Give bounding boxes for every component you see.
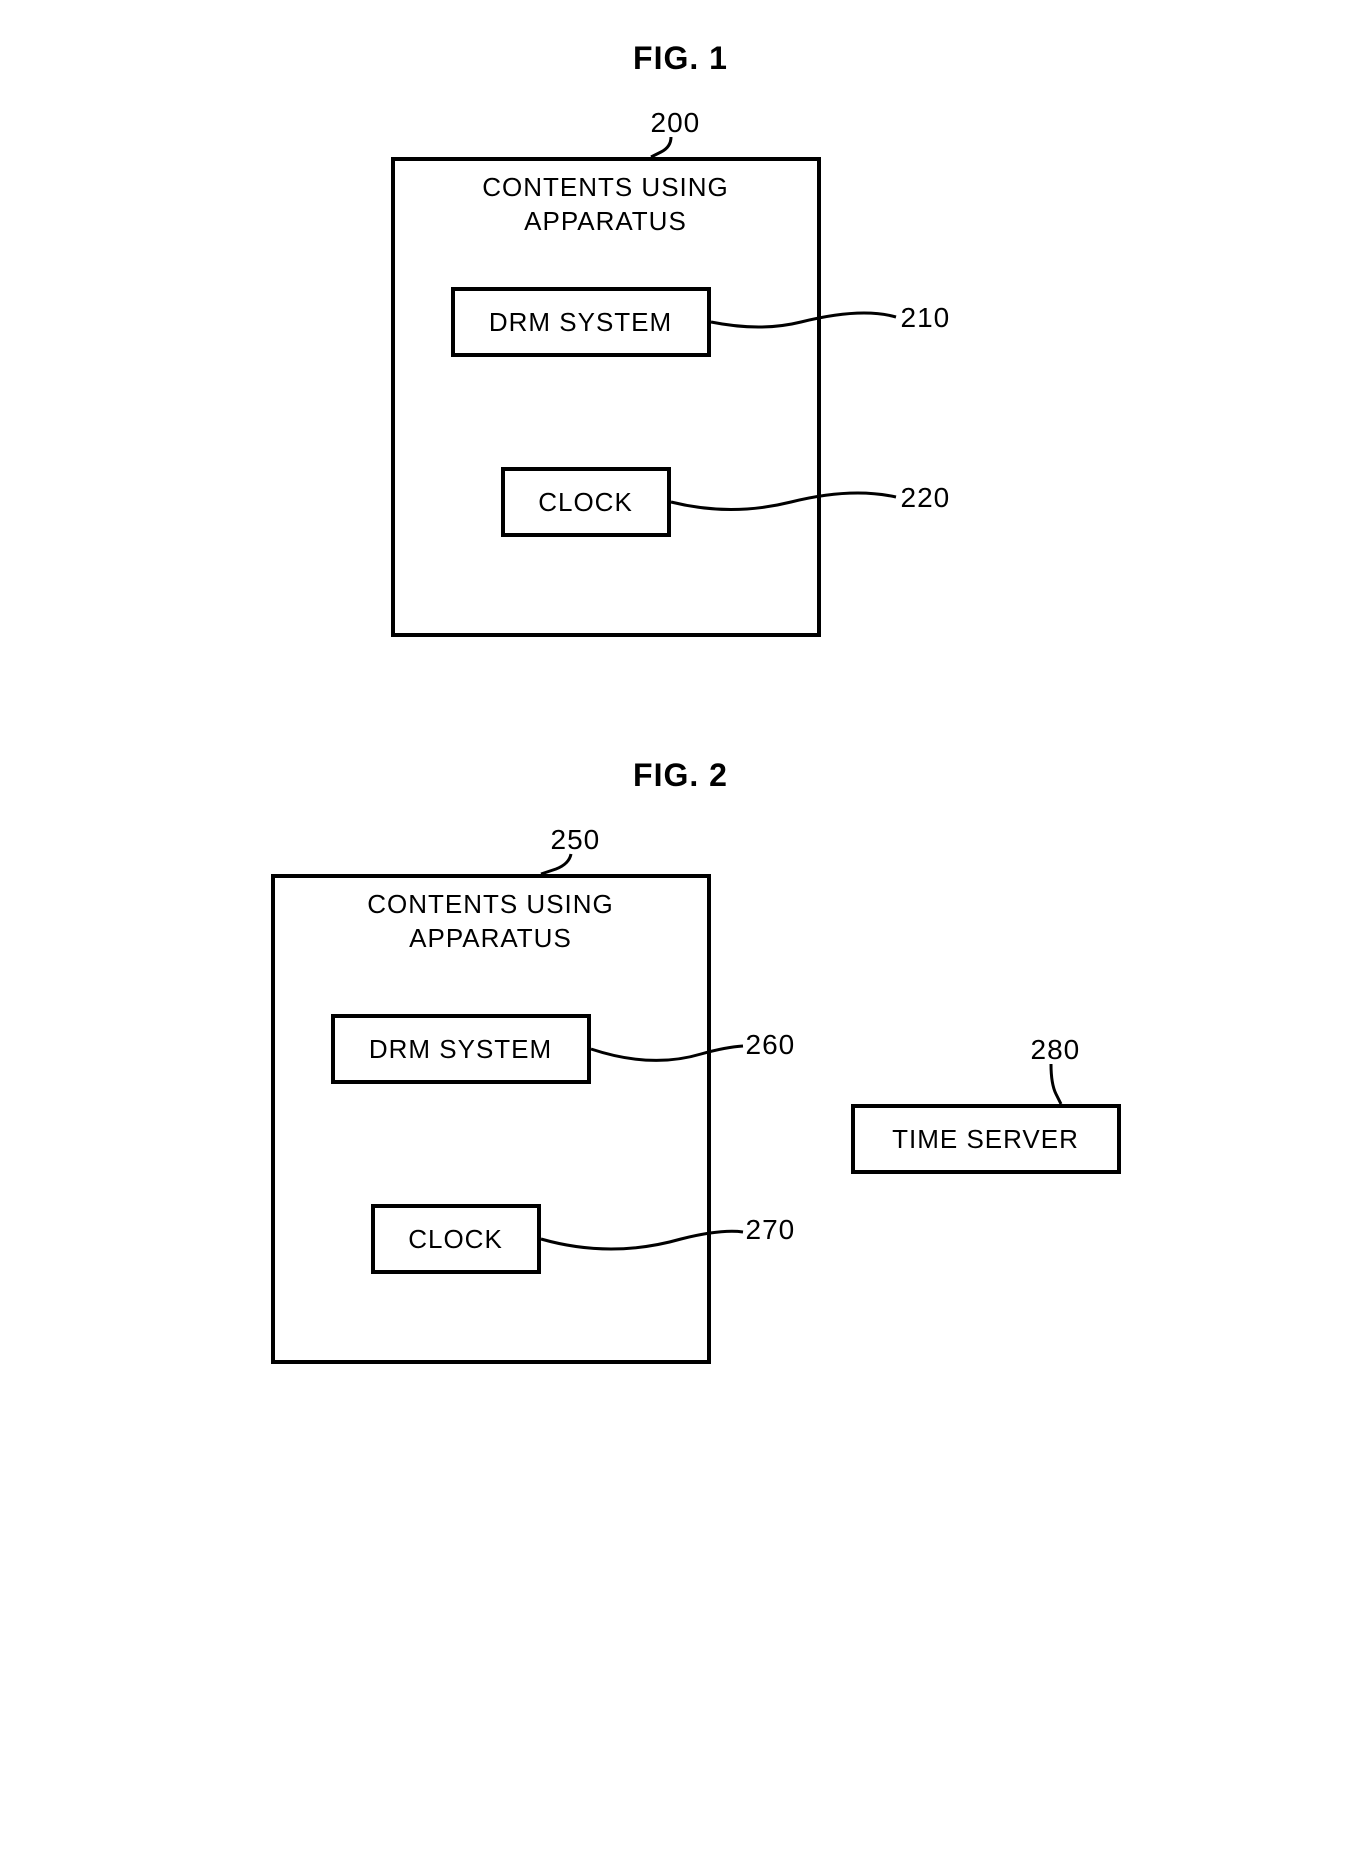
figure-2-title: FIG. 2 [181, 757, 1181, 794]
fig1-clock-label: CLOCK [538, 487, 633, 518]
fig2-time-server-label: TIME SERVER [892, 1124, 1079, 1155]
figure-2-diagram: CONTENTS USING APPARATUS DRM SYSTEM CLOC… [181, 814, 1181, 1434]
fig2-ref-260: 260 [746, 1029, 796, 1061]
fig2-time-server-box: TIME SERVER [851, 1104, 1121, 1174]
fig2-ref-280: 280 [1031, 1034, 1081, 1066]
fig1-ref-220: 220 [901, 482, 951, 514]
fig2-outer-title: CONTENTS USING APPARATUS [275, 878, 707, 956]
fig2-outer-title-line2: APPARATUS [409, 923, 572, 953]
fig1-clock-box: CLOCK [501, 467, 671, 537]
fig2-drm-system-box: DRM SYSTEM [331, 1014, 591, 1084]
fig2-drm-system-label: DRM SYSTEM [369, 1034, 552, 1065]
fig2-clock-label: CLOCK [408, 1224, 503, 1255]
fig1-outer-title: CONTENTS USING APPARATUS [395, 161, 817, 239]
fig1-outer-title-line1: CONTENTS USING [482, 172, 729, 202]
fig1-outer-title-line2: APPARATUS [524, 206, 687, 236]
fig1-outer-box: CONTENTS USING APPARATUS [391, 157, 821, 637]
fig2-outer-box: CONTENTS USING APPARATUS [271, 874, 711, 1364]
figure-1-diagram: CONTENTS USING APPARATUS DRM SYSTEM CLOC… [181, 97, 1181, 697]
figure-1-title: FIG. 1 [181, 40, 1181, 77]
fig2-ref-270: 270 [746, 1214, 796, 1246]
fig1-ref-200: 200 [651, 107, 701, 139]
fig1-drm-system-label: DRM SYSTEM [489, 307, 672, 338]
fig1-ref-210: 210 [901, 302, 951, 334]
fig2-outer-title-line1: CONTENTS USING [367, 889, 614, 919]
fig1-drm-system-box: DRM SYSTEM [451, 287, 711, 357]
fig2-clock-box: CLOCK [371, 1204, 541, 1274]
fig2-ref-250: 250 [551, 824, 601, 856]
